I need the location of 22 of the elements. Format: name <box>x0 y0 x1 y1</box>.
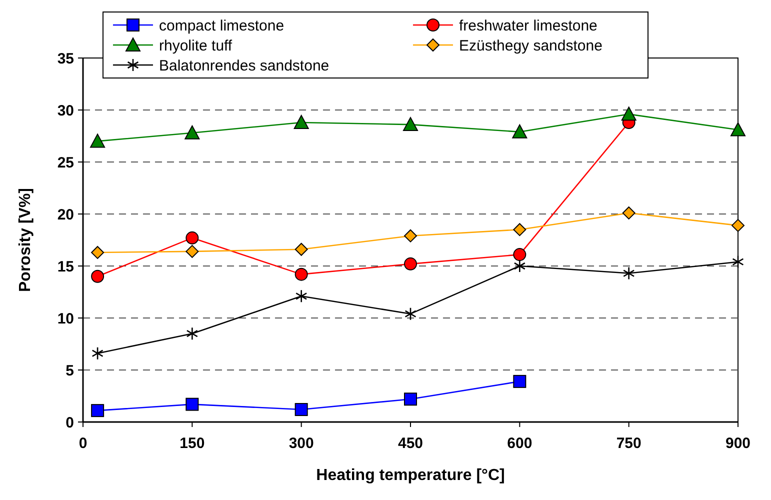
x-tick-label: 300 <box>288 435 314 452</box>
y-tick-label: 20 <box>57 206 74 224</box>
y-tick-label: 10 <box>57 310 74 328</box>
y-tick-label: 0 <box>66 414 74 432</box>
legend-label: freshwater limestone <box>459 17 598 34</box>
x-tick-label: 0 <box>78 435 88 452</box>
x-tick-label: 750 <box>616 435 642 452</box>
x-tick-label: 900 <box>725 435 751 452</box>
x-tick-label: 600 <box>507 435 532 452</box>
legend-label: rhyolite tuff <box>159 37 233 54</box>
x-tick-label: 150 <box>180 435 205 452</box>
x-axis-title: Heating temperature [°C] <box>316 467 505 484</box>
y-tick-label: 35 <box>57 50 74 68</box>
y-tick-label: 15 <box>57 258 74 276</box>
x-tick-label: 450 <box>398 435 424 452</box>
legend-label: Balatonrendes sandstone <box>159 57 330 74</box>
legend-label: compact limestone <box>159 17 284 34</box>
y-tick-label: 30 <box>57 102 74 120</box>
y-axis-title: Porosity [V%] <box>17 188 34 292</box>
y-tick-label: 5 <box>66 362 74 380</box>
y-tick-label: 25 <box>57 154 74 172</box>
legend-label: Ezüsthegy sandstone <box>459 37 602 54</box>
